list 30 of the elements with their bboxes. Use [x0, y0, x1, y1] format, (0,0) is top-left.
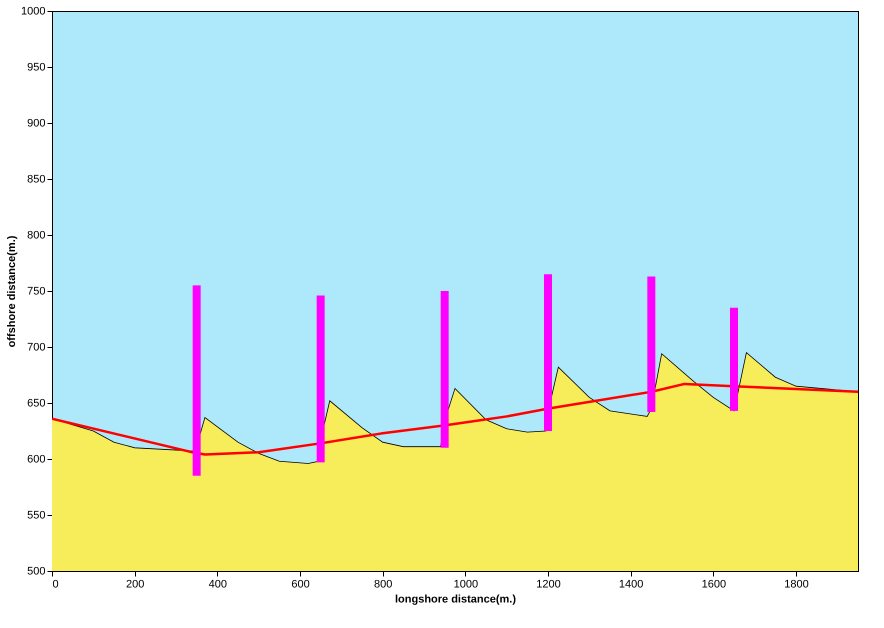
- y-tick-label: 900: [27, 118, 46, 130]
- x-tick-label: 600: [291, 578, 310, 590]
- bar: [544, 274, 552, 431]
- bar: [647, 276, 656, 412]
- x-tick-label: 400: [208, 578, 228, 590]
- x-tick-label: 0: [52, 578, 59, 590]
- y-axis-title: offshore distance(m.): [6, 235, 18, 348]
- y-tick-label: 800: [27, 230, 46, 242]
- y-tick-label: 550: [27, 510, 46, 522]
- bar: [316, 295, 325, 462]
- bar: [440, 291, 449, 448]
- y-tick-label: 600: [27, 454, 46, 466]
- y-tick-label: 500: [27, 566, 46, 578]
- line-series: [52, 382, 858, 456]
- x-axis-title: longshore distance(m.): [394, 594, 516, 606]
- bar: [730, 308, 738, 411]
- x-tick-label: 200: [126, 578, 144, 590]
- y-tick-label: 650: [27, 398, 46, 410]
- x-tick-label: 1000: [454, 578, 478, 590]
- x-tick-label: 1400: [618, 578, 644, 590]
- y-tick-label: 700: [27, 342, 46, 354]
- x-tick-label: 800: [374, 578, 392, 590]
- x-tick-label: 1600: [702, 578, 726, 590]
- y-tick-label: 1000: [21, 6, 46, 18]
- bar: [192, 285, 201, 476]
- x-tick-label: 1200: [536, 578, 561, 590]
- x-tick-label: 1800: [784, 578, 809, 590]
- y-tick-label: 850: [27, 174, 46, 186]
- y-tick-label: 950: [27, 62, 46, 74]
- y-tick-label: 750: [27, 286, 46, 298]
